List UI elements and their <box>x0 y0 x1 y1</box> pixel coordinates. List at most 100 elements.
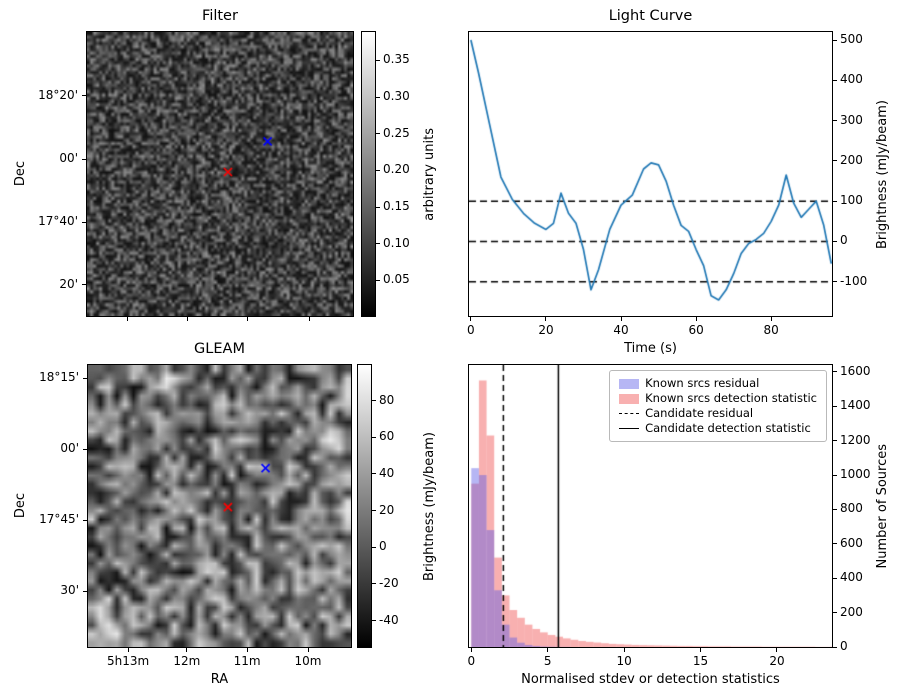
y-tick-label: 18°15' <box>39 370 79 385</box>
y-tick-mark <box>372 583 376 585</box>
x-tick-mark <box>247 317 249 321</box>
x-tick-mark <box>770 317 772 321</box>
y-tick-mark <box>372 473 376 475</box>
y-tick-label: 0.10 <box>383 235 410 250</box>
y-tick-mark <box>82 158 86 160</box>
filter-colorbar <box>361 31 376 317</box>
lightcurve-canvas <box>469 32 832 316</box>
y-tick-label: 60 <box>379 429 395 444</box>
y-tick-mark <box>833 508 837 510</box>
y-tick-mark <box>833 612 837 614</box>
x-tick-label: 60 <box>688 323 704 337</box>
y-tick-mark <box>372 620 376 622</box>
x-tick-mark <box>700 648 702 652</box>
y-tick-label: 400 <box>840 72 863 87</box>
x-tick-label: 11m <box>233 654 261 668</box>
y-tick-label: 80 <box>379 392 395 407</box>
y-tick-mark <box>833 646 837 648</box>
filter-image-canvas <box>87 32 353 316</box>
y-tick-mark <box>833 440 837 442</box>
y-tick-label: 0.25 <box>383 125 410 140</box>
y-tick-mark <box>376 243 380 245</box>
x-tick-label: 10m <box>294 654 322 668</box>
y-tick-mark <box>376 279 380 281</box>
y-tick-label: 40 <box>379 465 395 480</box>
x-tick-mark <box>545 317 547 321</box>
gleam-ylabel-wrap: Dec <box>12 364 28 648</box>
y-tick-label: 0 <box>840 233 848 248</box>
y-tick-label: -40 <box>379 612 399 627</box>
y-tick-mark <box>833 474 837 476</box>
y-tick-mark <box>82 284 86 286</box>
y-tick-label: 20' <box>59 276 78 291</box>
y-tick-mark <box>833 543 837 545</box>
x-tick-mark <box>695 317 697 321</box>
x-tick-mark <box>776 648 778 652</box>
y-tick-mark <box>82 221 86 223</box>
y-tick-label: 1400 <box>840 398 871 413</box>
y-tick-mark <box>376 169 380 171</box>
y-tick-mark <box>833 39 837 41</box>
y-tick-mark <box>83 519 87 521</box>
x-tick-mark <box>547 648 549 652</box>
y-tick-mark <box>372 400 376 402</box>
y-tick-mark <box>372 436 376 438</box>
x-tick-mark <box>620 317 622 321</box>
y-tick-label: 0 <box>840 639 848 653</box>
legend-pink-patch-icon <box>619 393 640 404</box>
x-tick-mark <box>127 317 129 321</box>
x-tick-label: 0 <box>467 323 475 337</box>
y-tick-label: 0.35 <box>383 52 410 67</box>
filter-ylabel-wrap: Dec <box>12 31 28 317</box>
x-tick-mark <box>309 317 310 321</box>
x-tick-mark <box>127 648 129 652</box>
y-tick-mark <box>833 281 837 283</box>
legend-item: Candidate detection statistic <box>619 421 817 436</box>
y-tick-mark <box>83 590 87 592</box>
filter-plot <box>86 31 354 317</box>
y-tick-label: 300 <box>840 112 863 127</box>
legend-solid-line-icon <box>619 428 640 429</box>
y-tick-mark <box>833 160 837 162</box>
gleam-image-canvas <box>88 365 351 647</box>
y-tick-label: 600 <box>840 535 863 550</box>
x-tick-label: 5 <box>543 654 552 668</box>
y-tick-label: 0 <box>379 539 387 554</box>
y-tick-mark <box>833 405 837 407</box>
x-tick-mark <box>186 317 188 321</box>
legend-item: Known srcs detection statistic <box>619 391 817 406</box>
x-tick-label: 5h13m <box>106 654 150 668</box>
y-tick-label: 1600 <box>840 363 871 378</box>
x-tick-label: 15 <box>692 654 709 668</box>
legend-item-label: Candidate residual <box>645 406 754 420</box>
x-tick-mark <box>246 648 248 652</box>
y-tick-label: 00' <box>59 151 78 166</box>
x-tick-mark <box>186 648 188 652</box>
x-tick-label: 80 <box>763 323 779 337</box>
y-tick-label: 0.20 <box>383 162 410 177</box>
x-tick-label: 12m <box>173 654 201 668</box>
y-tick-label: -100 <box>840 273 868 288</box>
y-tick-mark <box>376 59 380 61</box>
y-tick-label: 1200 <box>840 432 871 447</box>
x-tick-mark <box>623 648 625 652</box>
x-tick-label: 20 <box>538 323 554 337</box>
y-tick-mark <box>372 546 376 548</box>
y-tick-mark <box>833 577 837 579</box>
y-tick-mark <box>83 377 87 379</box>
filter-ylabel: Dec <box>12 161 28 187</box>
y-tick-mark <box>376 133 380 135</box>
x-tick-label: 20 <box>769 654 785 668</box>
x-tick-label: 0 <box>467 654 476 668</box>
y-tick-mark <box>376 206 380 208</box>
legend-dashed-line-icon <box>619 413 640 414</box>
y-tick-label: -20 <box>379 575 399 590</box>
y-tick-label: 800 <box>840 501 863 516</box>
histogram-xlabel: Normalised stdev or detection statistics <box>521 672 780 687</box>
y-tick-mark <box>833 200 837 202</box>
y-tick-mark <box>833 120 837 122</box>
gleam-title: GLEAM <box>194 341 245 357</box>
legend-item: Candidate residual <box>619 406 817 421</box>
legend-item-label: Known srcs residual <box>645 376 760 390</box>
y-tick-label: 0.15 <box>383 199 410 213</box>
